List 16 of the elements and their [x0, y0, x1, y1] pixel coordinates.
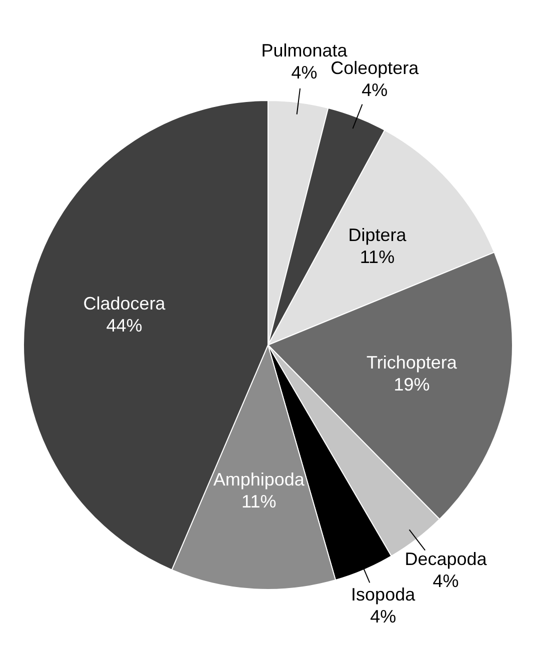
data-label: 4% — [362, 80, 388, 100]
data-label: 19% — [394, 374, 430, 394]
data-label: 4% — [291, 62, 318, 83]
slice-label: Isopoda — [351, 584, 416, 605]
slice-label: Decapoda — [404, 548, 488, 569]
data-label: 4% — [370, 606, 396, 627]
slice-label: Diptera — [348, 225, 408, 246]
data-label: 4% — [432, 570, 459, 591]
slice-label: Pulmonata — [261, 40, 348, 61]
data-label: 44% — [106, 316, 142, 336]
slice-label: Cladocera — [83, 294, 166, 314]
slice-label: Trichoptera — [366, 352, 458, 372]
slice-label: Amphipoda — [213, 469, 306, 490]
data-label: 11% — [242, 491, 276, 512]
data-label: 11% — [360, 247, 395, 268]
slice-label: Coleoptera — [330, 58, 420, 78]
